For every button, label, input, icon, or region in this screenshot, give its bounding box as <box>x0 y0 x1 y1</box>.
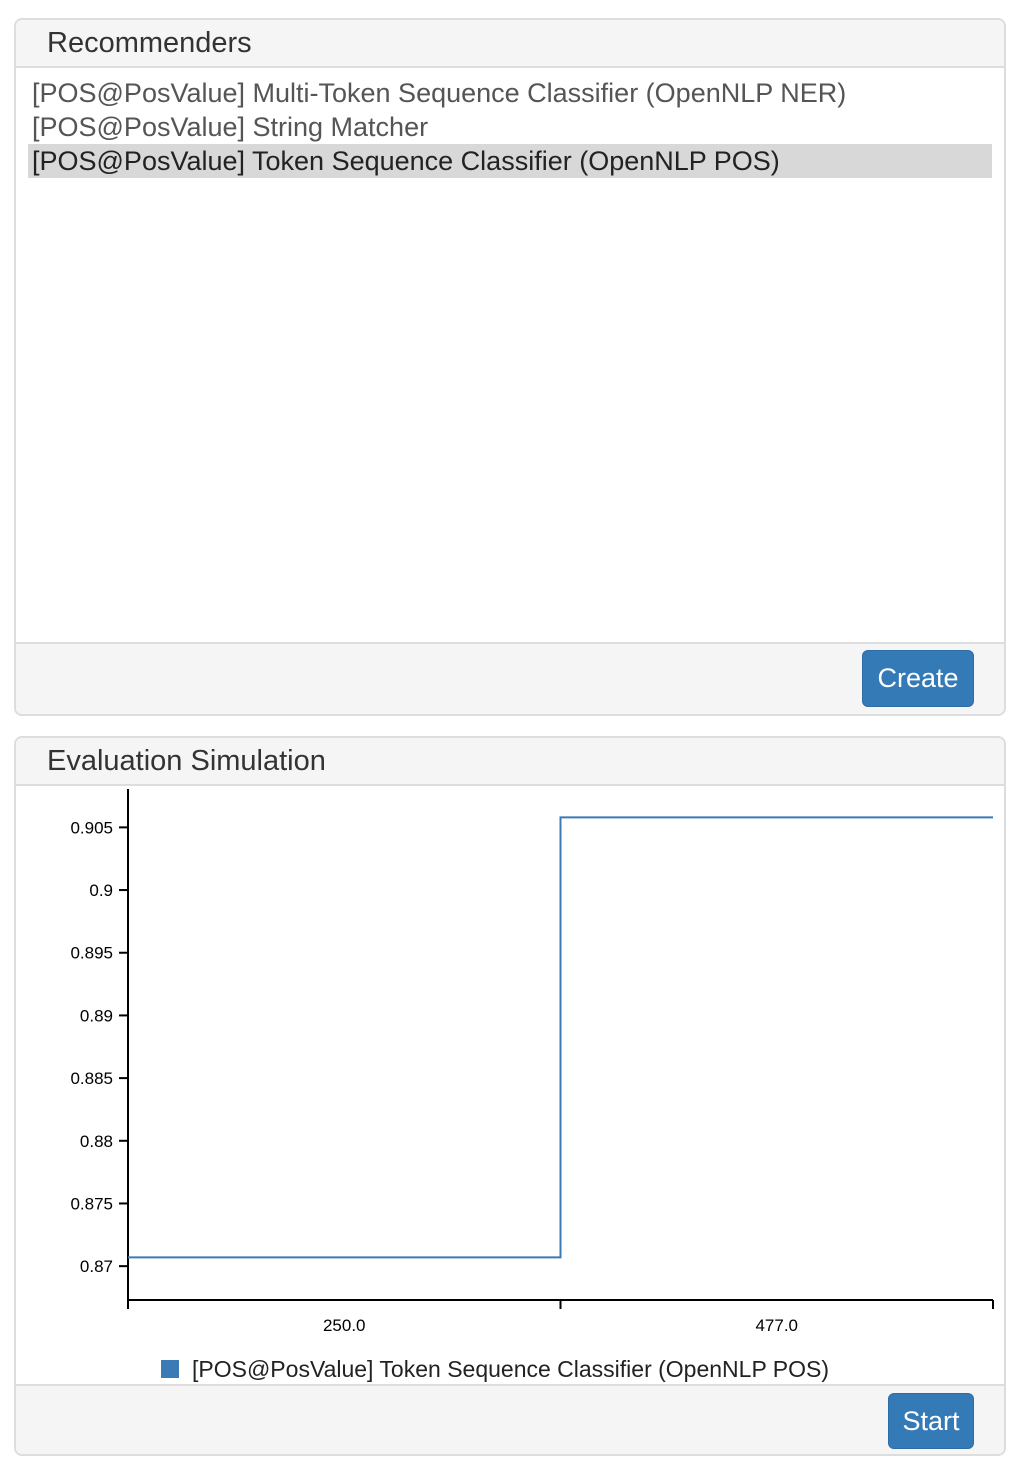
recommender-item[interactable]: [POS@PosValue] Token Sequence Classifier… <box>28 144 992 178</box>
recommender-item[interactable]: [POS@PosValue] String Matcher <box>32 112 429 142</box>
series-line <box>128 816 993 1259</box>
recommenders-panel: Recommenders [POS@PosValue] Multi-Token … <box>14 18 1006 716</box>
y-tick-label: 0.895 <box>70 944 113 963</box>
recommender-item[interactable]: [POS@PosValue] Multi-Token Sequence Clas… <box>32 78 847 108</box>
y-tick-label: 0.87 <box>80 1257 113 1276</box>
evaluation-title: Evaluation Simulation <box>16 738 1004 786</box>
legend-swatch <box>161 1360 179 1378</box>
y-tick-label: 0.885 <box>70 1069 113 1088</box>
create-button[interactable]: Create <box>862 650 974 707</box>
recommender-list[interactable]: [POS@PosValue] Multi-Token Sequence Clas… <box>28 76 992 178</box>
evaluation-footer: Start <box>16 1384 1004 1454</box>
chart-svg: 0.905 0.9 0.895 0.89 0.885 0.88 0.875 0.87 250.0… <box>70 789 994 1335</box>
y-tick-label: 0.875 <box>70 1194 113 1213</box>
evaluation-panel: Evaluation Simulation 0.905 0.9 0.895 0.89 0… <box>14 736 1006 1456</box>
x-tick-label: 477.0 <box>755 1316 798 1335</box>
x-tick-label: 250.0 <box>323 1316 366 1335</box>
y-tick-label: 0.9 <box>89 881 113 900</box>
recommenders-footer: Create <box>16 642 1004 714</box>
y-tick-label: 0.89 <box>80 1006 113 1025</box>
recommenders-title: Recommenders <box>16 20 1004 68</box>
evaluation-chart: 0.905 0.9 0.895 0.89 0.885 0.88 0.875 0.87 250.0… <box>16 786 1004 1386</box>
y-tick-label: 0.905 <box>70 818 113 837</box>
y-tick-label: 0.88 <box>80 1132 113 1151</box>
start-button[interactable]: Start <box>888 1393 974 1449</box>
legend-label: [POS@PosValue] Token Sequence Classifier… <box>192 1355 830 1382</box>
chart-legend: [POS@PosValue] Token Sequence Classifier… <box>161 1354 829 1384</box>
